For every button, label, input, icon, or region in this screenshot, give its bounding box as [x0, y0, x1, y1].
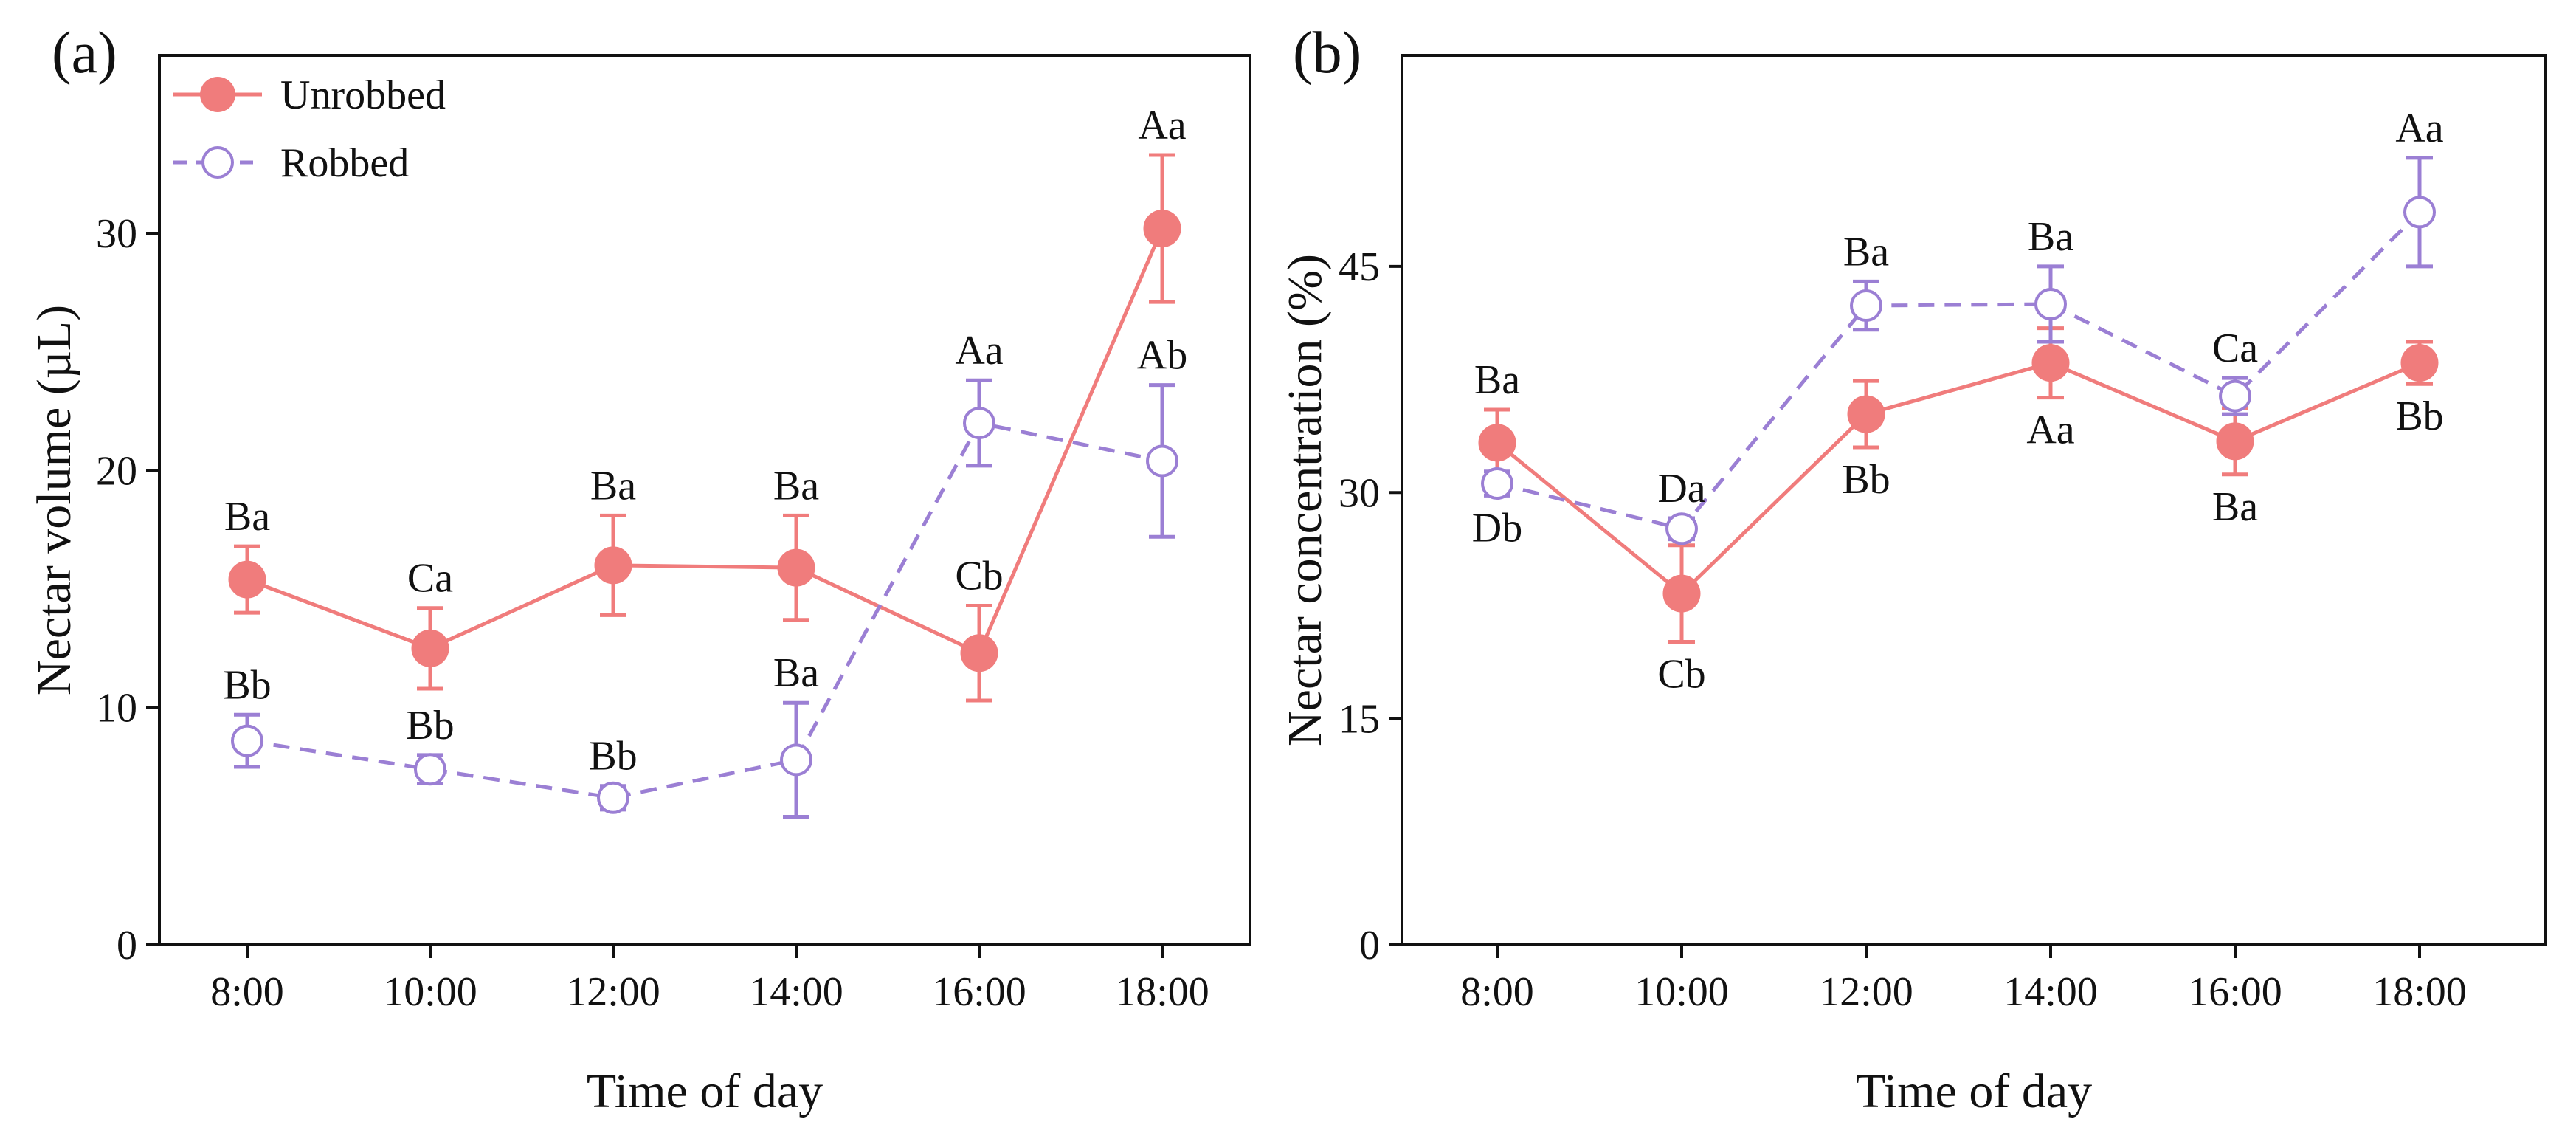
data-point — [2219, 379, 2251, 413]
x-tick-label: 8:00 — [1460, 969, 1534, 1015]
data-point — [1847, 395, 1885, 433]
significance-label: Da — [1657, 466, 1705, 512]
x-tick-label: 12:00 — [566, 969, 660, 1015]
significance-label: Aa — [1138, 103, 1186, 148]
x-tick-label: 18:00 — [1115, 969, 1209, 1015]
series-line-robbed — [246, 421, 1163, 800]
significance-label: Bb — [2395, 393, 2443, 439]
y-tick-label: 0 — [1359, 923, 1380, 968]
significance-label: Ba — [590, 463, 636, 509]
legend-marker — [201, 146, 234, 179]
significance-label: Ba — [2212, 484, 2258, 530]
y-tick-label: 30 — [96, 211, 137, 257]
series-unrobbed: Ba Cb Bb Aa Ba Bb — [1474, 326, 2444, 697]
y-tick-label: 30 — [1339, 470, 1380, 516]
x-tick-label: 12:00 — [1819, 969, 1913, 1015]
x-axis-title: Time of day — [587, 1064, 823, 1118]
legend-label-unrobbed: Unrobbed — [280, 72, 446, 118]
significance-label: Ab — [1137, 333, 1187, 379]
y-tick-label: 0 — [117, 923, 137, 968]
y-tick-label: 10 — [96, 686, 137, 731]
y-tick-label: 45 — [1339, 244, 1380, 290]
data-point — [2216, 422, 2254, 461]
data-point — [594, 546, 632, 585]
data-point — [2031, 344, 2070, 382]
significance-label: Bb — [589, 734, 637, 779]
x-axis-title: Time of day — [1856, 1064, 2092, 1118]
data-point — [414, 753, 446, 786]
significance-label: Bb — [223, 662, 271, 708]
significance-label: Aa — [2026, 407, 2074, 453]
x-tick-label: 14:00 — [2003, 969, 2098, 1015]
significance-label: Ba — [2028, 214, 2073, 260]
x-tick-label: 18:00 — [2372, 969, 2467, 1015]
series-line-unrobbed — [246, 227, 1164, 656]
data-point — [1662, 574, 1701, 613]
x-tick-label: 10:00 — [1634, 969, 1729, 1015]
series-line-unrobbed — [1496, 361, 2420, 596]
data-point — [1143, 210, 1181, 248]
significance-label: Db — [1472, 505, 1522, 551]
significance-label: Ba — [1474, 357, 1520, 403]
x-tick-label: 16:00 — [932, 969, 1026, 1015]
significance-label: Cb — [1657, 651, 1705, 697]
data-point — [1478, 424, 1516, 462]
significance-label: Bb — [406, 703, 454, 748]
data-point — [777, 548, 815, 587]
x-tick-label: 10:00 — [383, 969, 477, 1015]
legend-marker — [200, 77, 235, 112]
data-point — [228, 560, 266, 599]
data-point — [411, 629, 449, 667]
series-line-robbed — [1496, 210, 2421, 531]
data-point — [2400, 344, 2439, 382]
legend-label-robbed: Robbed — [280, 140, 409, 186]
x-tick-label: 14:00 — [749, 969, 843, 1015]
plot-frame — [1401, 54, 2547, 946]
significance-label: Cb — [955, 553, 1003, 599]
series-unrobbed: Ba Ca Ba Ba Cb Aa — [224, 103, 1187, 703]
significance-label: Bb — [1842, 457, 1890, 503]
chart-panel-a: 0 10 20 30 8:00 10:00 12:00 14:00 16:00 18:00 Time… — [27, 21, 1251, 1118]
y-axis-title: Nectar concentration (%) — [1278, 254, 1332, 746]
significance-label: Ca — [2212, 326, 2258, 371]
x-tick-label: 16:00 — [2188, 969, 2282, 1015]
legend: Unrobbed Robbed — [173, 72, 446, 186]
significance-label: Ba — [1843, 229, 1889, 275]
data-point — [1481, 467, 1513, 500]
data-point — [2403, 196, 2436, 229]
significance-label: Ba — [224, 494, 270, 540]
series-robbed: Bb Bb Bb Ba Aa Ab — [223, 328, 1187, 819]
data-point — [2034, 287, 2067, 320]
significance-label: Aa — [955, 328, 1003, 373]
chart-panel-b: 0 15 30 45 8:00 10:00 12:00 14:00 16:00 18:00 Time… — [1278, 21, 2547, 1118]
data-point — [1146, 444, 1178, 478]
data-point — [1850, 289, 1882, 323]
panel-label: (a) — [52, 21, 117, 86]
data-point — [963, 407, 995, 440]
data-point — [1665, 512, 1698, 545]
data-point — [231, 724, 263, 757]
data-point — [597, 781, 629, 814]
y-axis-title: Nectar volume (µL) — [27, 305, 81, 695]
y-tick-label: 15 — [1339, 697, 1380, 743]
y-tick-label: 20 — [96, 448, 137, 494]
significance-label: Ca — [407, 556, 453, 602]
plot-frame — [158, 54, 1251, 946]
data-point — [960, 634, 998, 672]
x-tick-label: 8:00 — [210, 969, 284, 1015]
panel-label: (b) — [1293, 21, 1361, 86]
significance-label: Aa — [2395, 106, 2443, 151]
data-point — [780, 743, 812, 777]
significance-label: Ba — [773, 463, 819, 509]
significance-label: Ba — [773, 650, 819, 696]
series-robbed: Db Da Ba Ba Ca Aa — [1472, 106, 2444, 551]
